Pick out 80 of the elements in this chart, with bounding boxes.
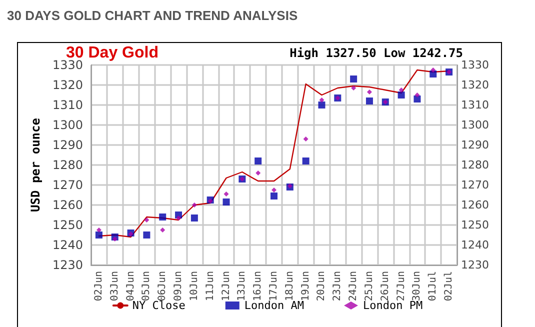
y-tick-label: 1250 bbox=[52, 218, 83, 232]
legend-label: London PM bbox=[362, 299, 423, 312]
point bbox=[366, 98, 373, 104]
point bbox=[176, 216, 182, 220]
point bbox=[414, 92, 420, 98]
x-tick-label: 25Jun bbox=[364, 271, 375, 302]
point bbox=[430, 70, 437, 78]
point bbox=[350, 76, 358, 82]
x-tick-label: 12Jun bbox=[220, 271, 232, 302]
point bbox=[398, 92, 405, 98]
x-tick-label: 02Jun bbox=[93, 271, 104, 302]
y-tick-label: 1320 bbox=[52, 78, 83, 92]
point bbox=[272, 188, 276, 192]
point bbox=[222, 198, 230, 206]
point bbox=[112, 236, 118, 242]
y2-tick-label: 1230 bbox=[461, 258, 489, 272]
point bbox=[96, 228, 102, 232]
point bbox=[398, 88, 404, 92]
x-tick-label: 24Jun bbox=[348, 271, 360, 302]
x-tick-label: 30Jun bbox=[412, 271, 423, 302]
y-tick-label: 1270 bbox=[52, 178, 83, 192]
point bbox=[302, 158, 310, 164]
point bbox=[143, 232, 150, 238]
point bbox=[319, 98, 324, 102]
y2-tick-label: 1250 bbox=[461, 218, 489, 232]
y2-tick-label: 1310 bbox=[461, 98, 489, 112]
x-tick-label: 20Jun bbox=[316, 271, 328, 302]
point bbox=[270, 192, 278, 200]
y-tick-label: 1240 bbox=[52, 238, 83, 252]
x-tick-label: 06Jun bbox=[157, 271, 168, 302]
x-tick-label: 09Jun bbox=[173, 271, 184, 302]
point bbox=[366, 90, 372, 94]
y2-tick-label: 1320 bbox=[461, 78, 489, 92]
x-tick-label: 10Jun bbox=[188, 271, 200, 302]
x-tick-label: 13Jun bbox=[236, 271, 248, 302]
x-tick-label: 16Jun bbox=[252, 271, 264, 302]
point bbox=[190, 214, 198, 222]
y2-tick-label: 1290 bbox=[461, 138, 489, 152]
point bbox=[254, 158, 262, 164]
x-tick-label: 02Jul bbox=[444, 271, 455, 302]
chart-title: 30 DAYS GOLD CHART AND TREND ANALYSIS bbox=[7, 8, 298, 23]
x-tick-label: 11Jun bbox=[204, 271, 216, 302]
y2-tick-label: 1300 bbox=[461, 118, 489, 132]
x-tick-label: 18Jun bbox=[284, 271, 296, 302]
y-tick-label: 1290 bbox=[52, 138, 83, 152]
x-tick-label: 23Jun bbox=[332, 271, 344, 302]
point bbox=[144, 218, 150, 222]
point bbox=[430, 68, 436, 72]
legend-label: London AM bbox=[244, 299, 304, 312]
point bbox=[160, 228, 166, 232]
y-tick-label: 1300 bbox=[52, 118, 83, 132]
point bbox=[318, 102, 326, 108]
y-tick-label: 1260 bbox=[52, 198, 83, 212]
point bbox=[414, 96, 421, 102]
x-tick-label: 04Jun bbox=[125, 271, 136, 302]
x-tick-label: 01Jul bbox=[428, 271, 439, 302]
y-tick-label: 1310 bbox=[52, 98, 83, 112]
point bbox=[192, 202, 197, 208]
x-tick-label: 26Jun bbox=[380, 271, 391, 302]
point bbox=[224, 192, 229, 196]
point bbox=[159, 214, 166, 220]
legend-label: NY Close bbox=[132, 299, 186, 312]
point bbox=[95, 232, 102, 238]
text: High 1327.50 Low 1242.75 bbox=[290, 46, 463, 60]
y-tick-label: 1280 bbox=[52, 158, 83, 172]
y2-tick-label: 1270 bbox=[461, 178, 489, 192]
y2-tick-label: 1280 bbox=[461, 158, 489, 172]
point bbox=[256, 170, 261, 176]
y2-tick-label: 1330 bbox=[461, 58, 489, 72]
y2-tick-label: 1240 bbox=[461, 238, 489, 252]
x-tick-label: 17Jun bbox=[268, 271, 280, 302]
x-tick-label: 27Jun bbox=[396, 271, 407, 302]
y-tick-label: 1230 bbox=[52, 258, 83, 272]
point bbox=[303, 136, 308, 142]
x-tick-label: 05Jun bbox=[141, 271, 152, 302]
x-tick-label: 19Jun bbox=[300, 271, 312, 302]
y2-tick-label: 1260 bbox=[461, 198, 489, 212]
point bbox=[351, 86, 356, 90]
x-tick-label: 03Jun bbox=[109, 271, 120, 302]
y-axis-title: USD per ounce bbox=[28, 118, 43, 212]
